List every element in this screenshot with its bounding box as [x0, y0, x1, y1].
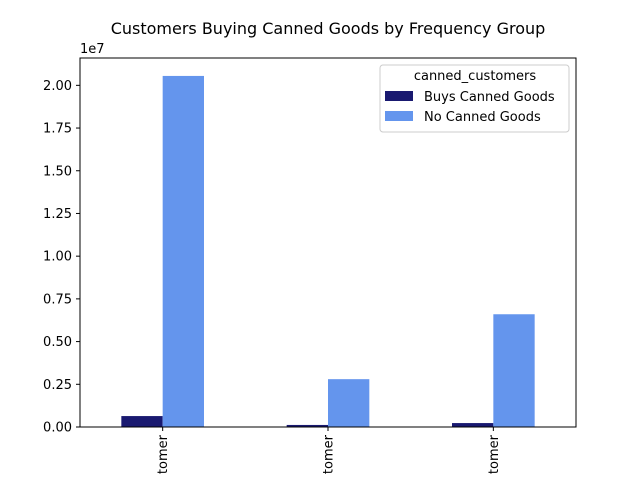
bars [121, 75, 535, 427]
legend-swatch [385, 111, 413, 121]
x-tick-label: tomer [487, 434, 502, 474]
y-tick-label: 1.25 [43, 207, 72, 222]
legend-title: canned_customers [414, 69, 537, 84]
y-tick-label: 1.50 [43, 164, 72, 179]
y-tick-label: 0.50 [43, 335, 72, 350]
y-tick-label: 1.00 [43, 250, 72, 265]
bar [328, 379, 370, 427]
y-tick-label: 0.25 [43, 378, 72, 393]
y-tick-label: 2.00 [43, 79, 72, 94]
chart-title: Customers Buying Canned Goods by Frequen… [111, 19, 546, 38]
legend: canned_customers Buys Canned Goods No Can… [379, 64, 570, 133]
y-tick-label: 0.00 [43, 421, 72, 436]
y-tick-label: 0.75 [43, 292, 72, 307]
x-tick-label: tomer [322, 434, 337, 474]
y-tick-label: 1.75 [43, 122, 72, 137]
legend-items: Buys Canned Goods No Canned Goods [385, 90, 555, 125]
x-axis: tomer tomer tomer [156, 427, 502, 474]
legend-box [379, 64, 570, 133]
legend-swatch [385, 91, 413, 101]
bar [162, 75, 204, 427]
x-tick-label: tomer [156, 434, 171, 474]
y-offset-label: 1e7 [80, 42, 105, 57]
legend-label: No Canned Goods [424, 110, 541, 125]
legend-label: Buys Canned Goods [424, 90, 555, 105]
bar [493, 314, 535, 427]
bar [452, 423, 494, 427]
y-axis: 0.00 0.25 0.50 0.75 1.00 1.25 1.50 1.75 2.00 [43, 79, 80, 436]
bar [121, 416, 163, 427]
plot-frame [79, 57, 577, 428]
bar [286, 424, 328, 427]
